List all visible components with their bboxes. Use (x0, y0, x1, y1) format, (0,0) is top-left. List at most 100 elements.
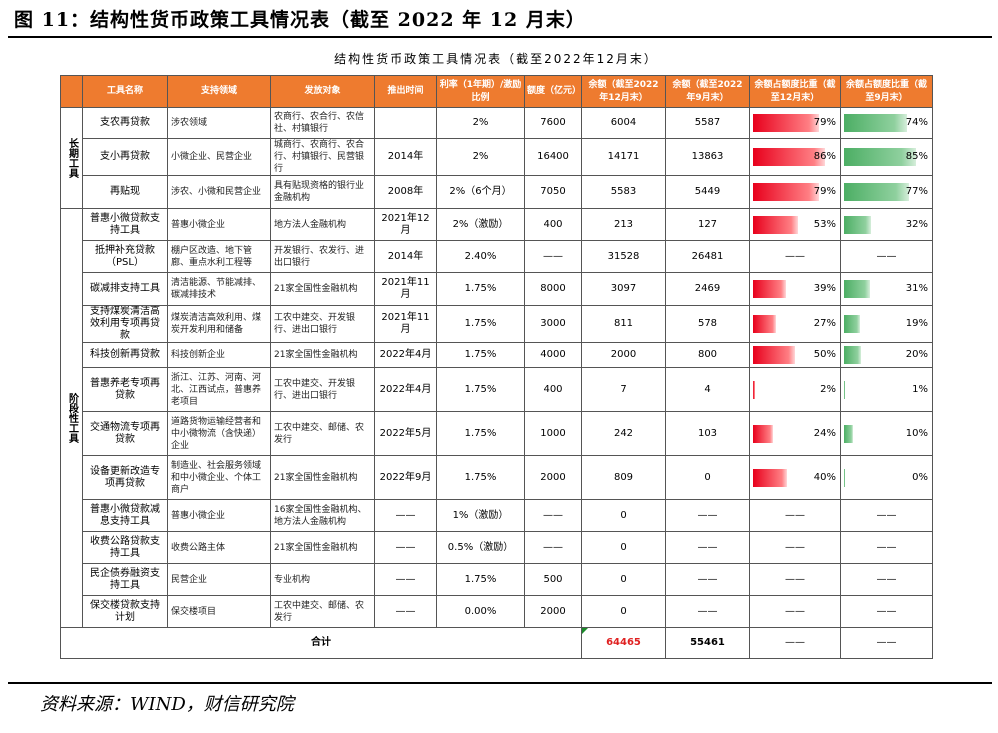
ratio-bar-fill-red (753, 114, 820, 132)
balance-dec-cell: 7 (581, 367, 666, 412)
balance-dec-cell: 2000 (581, 342, 666, 368)
balance-sep-cell: 0 (665, 455, 750, 500)
balance-dec-cell: 213 (581, 208, 666, 241)
group-label-text: 阶段性工具 (66, 393, 78, 443)
support-area-cell: 棚户区改造、地下管廊、重点水利工程等 (167, 240, 271, 273)
support-area-cell: 制造业、社会服务领域和中小微企业、个体工商户 (167, 455, 271, 500)
header-cell: 余额（截至2022年12月末） (581, 75, 666, 108)
quota-cell: 3000 (524, 305, 582, 343)
support-area-cell: 小微企业、民营企业 (167, 138, 271, 176)
total-balance-dec: 64465 (581, 627, 666, 659)
ratio-bar: 32% (844, 215, 929, 234)
ratio-bar: 79% (753, 114, 837, 132)
balance-sep-cell: 127 (665, 208, 750, 241)
header-cell: 工具名称 (82, 75, 168, 108)
target-cell: 城商行、农商行、农合行、村镇银行、民营银行 (270, 138, 375, 176)
launch-time-cell: 2021年11月 (374, 305, 437, 343)
quota-cell: 8000 (524, 272, 582, 306)
launch-time-cell: 2014年 (374, 240, 437, 273)
balance-ratio-cell: —— (840, 531, 933, 564)
ratio-bar: 79% (753, 183, 837, 201)
balance-ratio-cell: 85% (840, 138, 933, 176)
ratio-bar: 1% (844, 380, 929, 399)
balance-ratio-cell: 53% (749, 208, 841, 241)
balance-dec-cell: 6004 (581, 107, 666, 139)
header-blank (60, 75, 83, 108)
tool-name-cell: 设备更新改造专项再贷款 (82, 455, 168, 500)
ratio-value: 86% (813, 151, 836, 162)
support-area-cell: 涉农、小微和民营企业 (167, 175, 271, 209)
launch-time-cell: 2022年4月 (374, 342, 437, 368)
total-corner-mark (582, 628, 588, 634)
balance-sep-cell: 5449 (665, 175, 750, 209)
ratio-value: 27% (813, 318, 836, 329)
balance-ratio-cell: 1% (840, 367, 933, 412)
quota-cell: 16400 (524, 138, 582, 176)
balance-dec-cell: 3097 (581, 272, 666, 306)
group-label-text: 长期工具 (66, 138, 78, 178)
ratio-bar: 24% (753, 424, 837, 443)
ratio-value: —— (785, 605, 805, 617)
ratio-bar-fill-green (844, 380, 846, 399)
balance-ratio-cell: 40% (749, 455, 841, 500)
launch-time-cell: 2021年12月 (374, 208, 437, 241)
target-cell: 地方法人金融机构 (270, 208, 375, 241)
ratio-value: —— (785, 573, 805, 585)
ratio-value: 50% (813, 349, 836, 360)
ratio-bar-fill-green (844, 346, 861, 364)
balance-ratio-cell: 10% (840, 411, 933, 456)
tool-name-cell: 科技创新再贷款 (82, 342, 168, 368)
balance-sep-cell: 2469 (665, 272, 750, 306)
support-area-cell: 清洁能源、节能减排、碳减排技术 (167, 272, 271, 306)
tool-name-cell: 交通物流专项再贷款 (82, 411, 168, 456)
tool-name-cell: 支农再贷款 (82, 107, 168, 139)
rate-cell: 1.75% (436, 367, 525, 412)
rate-cell: 2%（激励） (436, 208, 525, 241)
quota-cell: —— (524, 531, 582, 564)
balance-ratio-cell: 86% (749, 138, 841, 176)
support-area-cell: 普惠小微企业 (167, 499, 271, 532)
ratio-bar: 53% (753, 215, 837, 234)
table-row: 普惠养老专项再贷款 浙江、江苏、河南、河北、江西试点，普惠养老项目 工农中建交、开发… (61, 367, 933, 412)
tool-name-cell: 抵押补充贷款（PSL） (82, 240, 168, 273)
ratio-value: 24% (813, 427, 836, 439)
ratio-bar-fill-green (844, 280, 871, 298)
ratio-bar: 27% (753, 315, 837, 333)
balance-ratio-cell: 74% (840, 107, 933, 139)
balance-sep-cell: 800 (665, 342, 750, 368)
ratio-bar: 39% (753, 280, 837, 298)
table-row: 普惠小微贷款减息支持工具 普惠小微企业 16家全国性金融机构、地方法人金融机构 —— 1… (61, 499, 933, 532)
table-row: 设备更新改造专项再贷款 制造业、社会服务领域和中小微企业、个体工商户 21家全国性金… (61, 455, 933, 500)
balance-ratio-cell: 31% (840, 272, 933, 306)
ratio-bar-fill-red (753, 468, 787, 487)
ratio-value: 85% (905, 151, 928, 162)
balance-dec-cell: 0 (581, 563, 666, 596)
support-area-cell: 科技创新企业 (167, 342, 271, 368)
tool-name-cell: 支小再贷款 (82, 138, 168, 176)
balance-ratio-cell: —— (840, 563, 933, 596)
ratio-value: —— (785, 541, 805, 553)
quota-cell: 500 (524, 563, 582, 596)
header-cell: 支持领域 (167, 75, 271, 108)
group-label-phase: 阶段性工具 (60, 208, 83, 628)
ratio-value: 10% (905, 427, 928, 439)
launch-time-cell (374, 107, 437, 139)
balance-dec-cell: 14171 (581, 138, 666, 176)
table-row: 交通物流专项再贷款 道路货物运输经营者和中小微物流（含快递）企业 工农中建交、邮储、… (61, 411, 933, 456)
rate-cell: 2%（6个月） (436, 175, 525, 209)
balance-ratio-cell: —— (840, 240, 933, 273)
ratio-bar: 2% (753, 380, 837, 399)
ratio-value: 1% (912, 383, 928, 395)
launch-time-cell: 2014年 (374, 138, 437, 176)
balance-ratio-cell: —— (749, 499, 841, 532)
total-ratio-dec: —— (749, 627, 841, 659)
support-area-cell: 浙江、江苏、河南、河北、江西试点，普惠养老项目 (167, 367, 271, 412)
rate-cell: 2% (436, 107, 525, 139)
support-area-cell: 道路货物运输经营者和中小微物流（含快递）企业 (167, 411, 271, 456)
balance-sep-cell: 5587 (665, 107, 750, 139)
figure-title: 图 11：结构性货币政策工具情况表（截至 2022 年 12 月末） (14, 9, 586, 31)
ratio-value: 0% (912, 471, 928, 483)
launch-time-cell: —— (374, 595, 437, 628)
ratio-value: —— (876, 541, 897, 553)
total-row: 合计 64465 55461 —— —— (60, 627, 933, 659)
